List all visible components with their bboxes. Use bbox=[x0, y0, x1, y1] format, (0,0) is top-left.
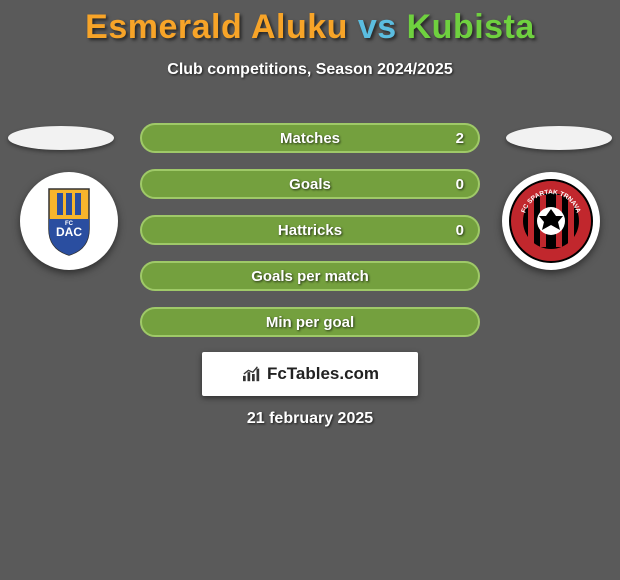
pedestal-right bbox=[506, 126, 612, 150]
brand-text: FcTables.com bbox=[267, 364, 379, 384]
subtitle: Club competitions, Season 2024/2025 bbox=[0, 61, 620, 79]
stat-bar-min-per-goal: Min per goal bbox=[140, 307, 480, 337]
stat-bar-hattricks: Hattricks 0 bbox=[140, 215, 480, 245]
dac-badge-icon: DAC FC bbox=[29, 181, 109, 261]
title-vs: vs bbox=[358, 8, 397, 46]
team-crest-left: DAC FC bbox=[20, 172, 118, 270]
svg-text:DAC: DAC bbox=[56, 225, 82, 239]
stat-value: 2 bbox=[456, 130, 464, 147]
stat-label: Matches bbox=[142, 130, 478, 147]
spartak-badge-icon: FC SPARTAK TRNAVA bbox=[508, 178, 594, 264]
svg-text:FC: FC bbox=[65, 221, 74, 227]
title-player2: Kubista bbox=[407, 8, 535, 46]
stat-bar-matches: Matches 2 bbox=[140, 123, 480, 153]
stat-label: Goals per match bbox=[142, 268, 478, 285]
team-crest-right: FC SPARTAK TRNAVA bbox=[502, 172, 600, 270]
date-text: 21 february 2025 bbox=[0, 410, 620, 428]
content: Esmerald Aluku vs Kubista Club competiti… bbox=[0, 0, 620, 580]
stat-label: Min per goal bbox=[142, 314, 478, 331]
chart-icon bbox=[241, 365, 263, 383]
stat-bar-goals: Goals 0 bbox=[140, 169, 480, 199]
title-player1: Esmerald Aluku bbox=[85, 8, 348, 46]
stat-bar-goals-per-match: Goals per match bbox=[140, 261, 480, 291]
stat-value: 0 bbox=[456, 222, 464, 239]
stat-label: Goals bbox=[142, 176, 478, 193]
brand-box: FcTables.com bbox=[202, 352, 418, 396]
pedestal-left bbox=[8, 126, 114, 150]
stats-area: Matches 2 Goals 0 Hattricks 0 Goals per … bbox=[140, 123, 480, 353]
stat-value: 0 bbox=[456, 176, 464, 193]
stat-label: Hattricks bbox=[142, 222, 478, 239]
page-title: Esmerald Aluku vs Kubista bbox=[0, 0, 620, 47]
